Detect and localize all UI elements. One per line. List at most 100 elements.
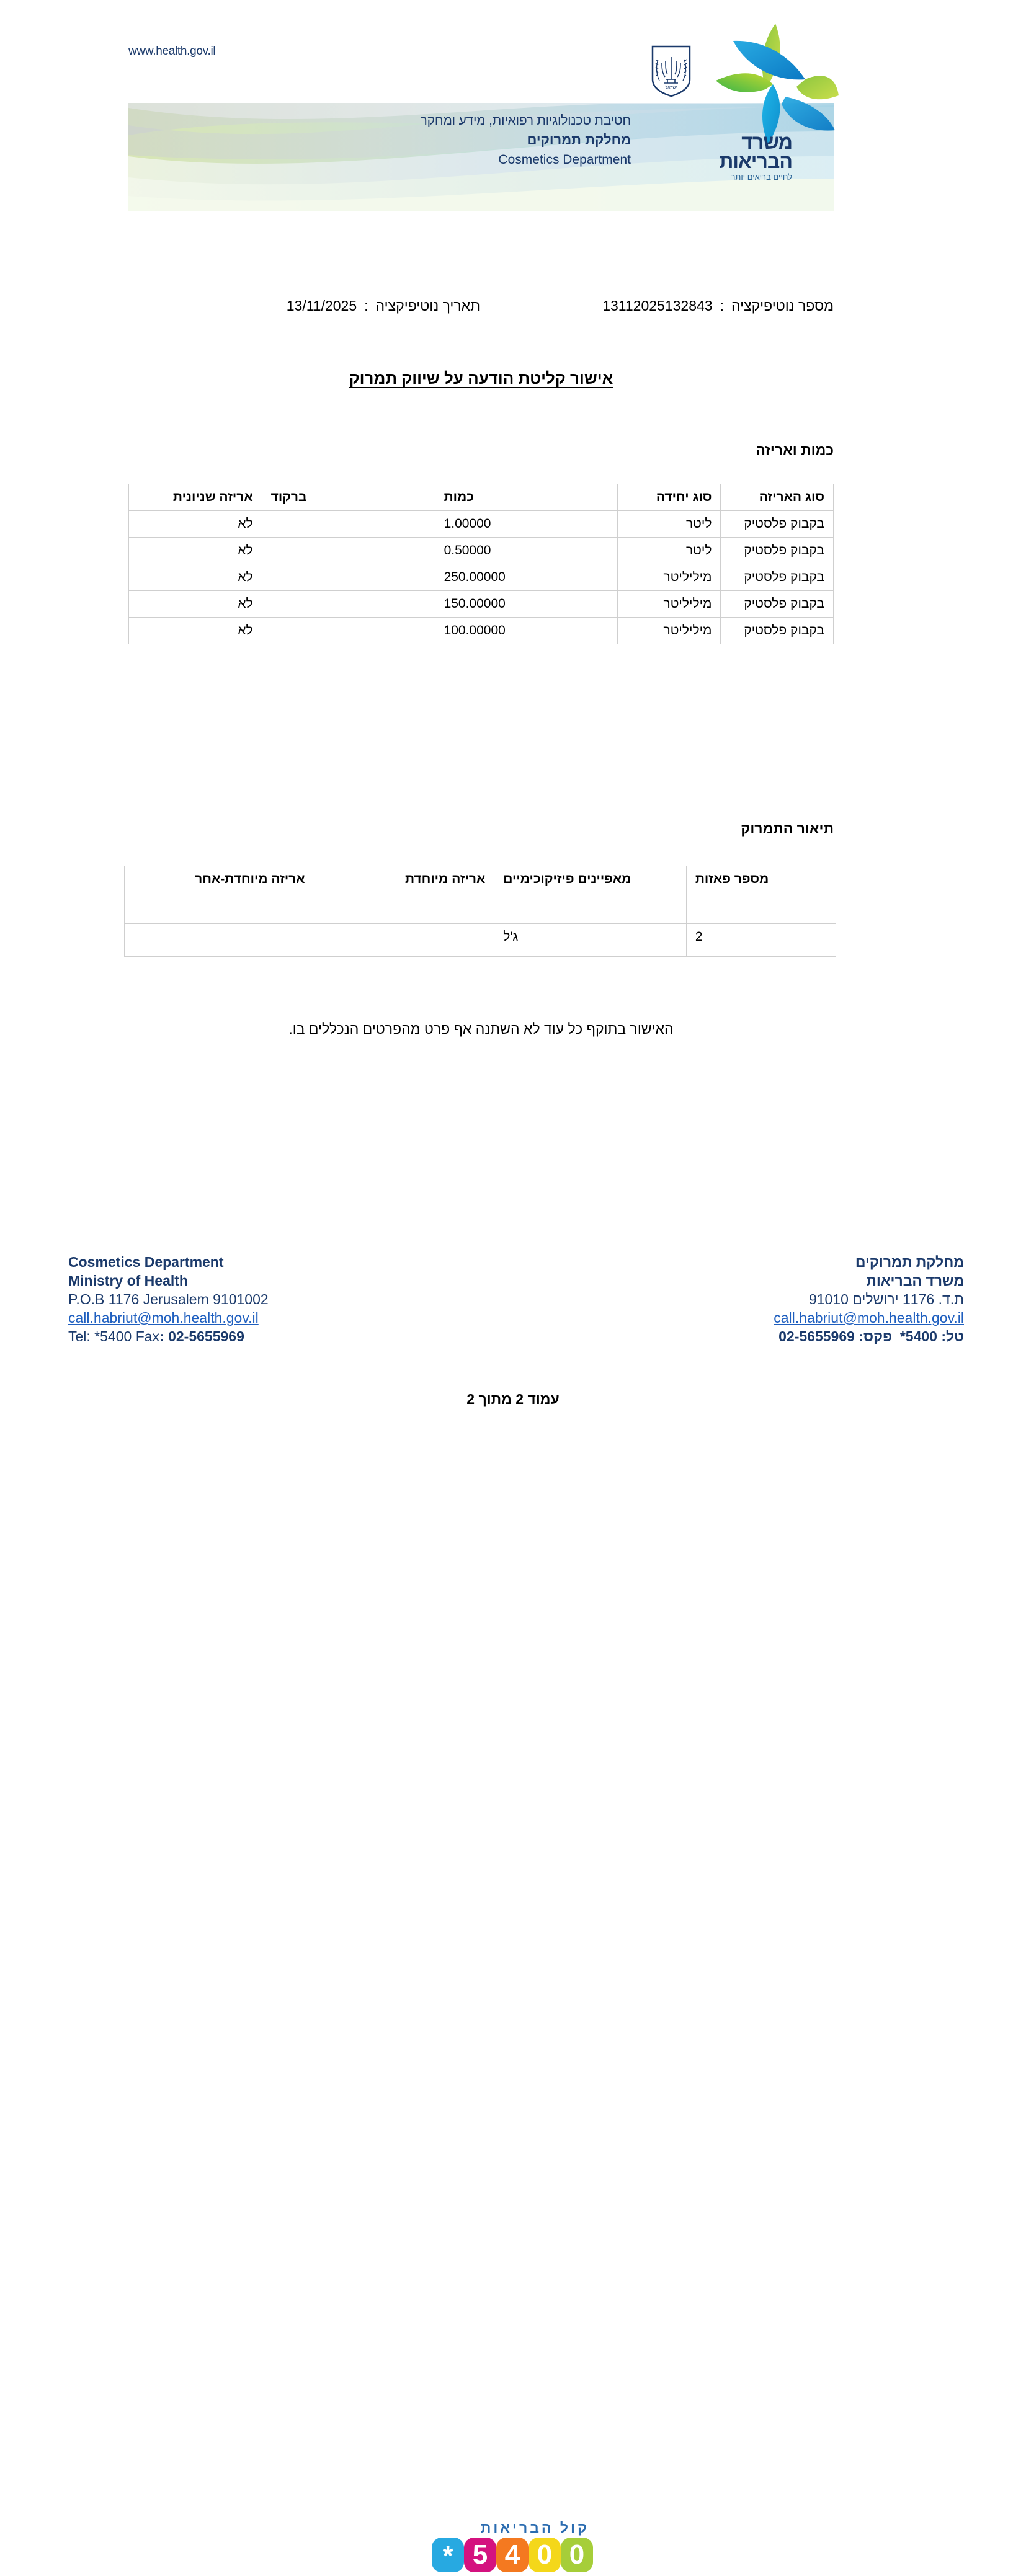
column-header-physicochemical-properties: מאפיינים פיזיקוכימיים <box>494 866 687 924</box>
svg-text:0: 0 <box>537 2539 552 2570</box>
page-title: אישור קליטת הודעה על שיווק תמרוק <box>349 369 613 388</box>
department-name-en: Cosmetics Department <box>498 153 631 167</box>
table-row: בקבוק פלסטיק מיליליטר 250.00000 לא <box>128 564 834 591</box>
page-number-footer: עמוד 2 מתוך 2 <box>466 1391 560 1407</box>
svg-text:5: 5 <box>473 2539 488 2570</box>
health-swoosh-icon <box>716 24 839 144</box>
cell-special-packaging-other <box>124 923 314 957</box>
cell-unit-type: מיליליטר <box>617 617 721 644</box>
table-row: בקבוק פלסטיק ליטר 0.50000 לא <box>128 537 834 564</box>
notification-number-label: מספר נוטיפיקציה <box>731 298 834 314</box>
section-heading-description: תיאור התמרוק <box>741 820 834 837</box>
ministry-word-line1: משרד <box>741 131 793 153</box>
section-heading-quantity: כמות ואריזה <box>756 442 834 458</box>
column-header-package-type: סוג האריזה <box>720 484 834 511</box>
cell-secondary-package: לא <box>128 510 262 538</box>
cell-unit-type: ליטר <box>617 537 721 564</box>
notification-number-colon: : <box>720 298 724 314</box>
footer-ministry-he: משרד הבריאות <box>866 1272 964 1289</box>
cosmetic-description-table: מספר פאזות מאפיינים פיזיקוכימיים אריזה מ… <box>124 866 837 957</box>
cell-barcode <box>261 617 435 644</box>
cell-secondary-package: לא <box>128 537 262 564</box>
column-header-quantity: כמות <box>434 484 618 511</box>
svg-text:0: 0 <box>569 2539 584 2570</box>
cell-barcode <box>261 510 435 538</box>
ministry-slogan: לחיים בריאים יותר <box>731 172 792 182</box>
svg-text:*: * <box>442 2541 453 2571</box>
footer-tel-label-he: טל: <box>941 1328 964 1344</box>
ministry-wordmark: משרד הבריאות לחיים בריאים יותר <box>684 131 793 183</box>
callcenter-title-text: קול הבריאות <box>481 2520 589 2536</box>
column-header-phase-count: מספר פאזות <box>685 866 837 924</box>
footer-email-link-en[interactable]: call.habriut@moh.health.gov.il <box>68 1310 259 1326</box>
website-url: www.health.gov.il <box>128 45 216 58</box>
footer-contact-english: Cosmetics Department Ministry of Health … <box>68 1253 360 1346</box>
cell-quantity: 0.50000 <box>434 537 618 564</box>
cell-package-type: בקבוק פלסטיק <box>720 590 834 618</box>
cell-secondary-package: לא <box>128 590 262 618</box>
footer-fax-value-he: 02-5655969 <box>778 1328 855 1344</box>
notification-number: מספר נוטיפיקציה:13112025132843 <box>602 298 834 314</box>
notification-date-colon: : <box>364 298 368 314</box>
footer-fax-label-he: פקס: <box>859 1328 893 1344</box>
cell-physicochemical-properties: ג'ל <box>494 923 687 957</box>
quantity-table-wrapper: סוג האריזה סוג יחידה כמות ברקוד אריזה שנ… <box>128 484 834 644</box>
quantity-table-body: בקבוק פלסטיק ליטר 1.00000 לא בקבוק פלסטי… <box>128 510 834 644</box>
cell-unit-type: מיליליטר <box>617 564 721 591</box>
footer-address-he: ת.ד. 1176 ירושלים 91010 <box>808 1291 964 1307</box>
column-header-unit-type: סוג יחידה <box>617 484 721 511</box>
cell-secondary-package: לא <box>128 564 262 591</box>
cell-phase-count: 2 <box>685 923 837 957</box>
footer-ministry-en: Ministry of Health <box>68 1272 188 1289</box>
cell-barcode <box>261 537 435 564</box>
table-row: בקבוק פלסטיק מיליליטר 150.00000 לא <box>128 590 834 618</box>
cell-quantity: 100.00000 <box>434 617 618 644</box>
footer-tel-value-he: 5400* <box>899 1328 937 1344</box>
division-name: חטיבת טכנולוגיות רפואיות, מידע ומחקר <box>420 113 631 128</box>
description-table-wrapper: מספר פאזות מאפיינים פיזיקוכימיים אריזה מ… <box>124 866 837 957</box>
cell-quantity: 1.00000 <box>434 510 618 538</box>
table-header-row: מספר פאזות מאפיינים פיזיקוכימיים אריזה מ… <box>124 866 837 924</box>
footer-department-en: Cosmetics Department <box>68 1254 224 1270</box>
cell-barcode <box>261 564 435 591</box>
footer-email-link-he[interactable]: call.habriut@moh.health.gov.il <box>774 1310 964 1326</box>
document-page: www.health.gov.il <box>0 22 1026 2572</box>
column-header-special-packaging-other: אריזה מיוחדת-אחר <box>124 866 314 924</box>
footer-phone-he: טל: 5400* פקס: 02-5655969 <box>691 1327 964 1346</box>
cell-package-type: בקבוק פלסטיק <box>720 537 834 564</box>
footer-contact-hebrew: מחלקת תמרוקים משרד הבריאות ת.ד. 1176 ירו… <box>691 1253 964 1346</box>
kol-habriut-5400-logo: קול הבריאות * 5 4 0 0 <box>432 2520 593 2572</box>
description-table-body: 2 ג'ל <box>124 923 837 957</box>
notification-date-label: תאריך נוטיפיקציה <box>375 298 480 314</box>
column-header-secondary-package: אריזה שניונית <box>128 484 262 511</box>
quantity-packaging-table: סוג האריזה סוג יחידה כמות ברקוד אריזה שנ… <box>128 484 834 644</box>
page-footer: Cosmetics Department Ministry of Health … <box>0 1253 1026 2572</box>
validity-disclaimer: האישור בתוקף כל עוד לא השתנה אף פרט מהפר… <box>288 1021 674 1037</box>
notification-date-value: 13/11/2025 <box>286 298 357 314</box>
ministry-of-health-logo: ישראל <box>633 22 839 182</box>
header-decorative-band <box>128 103 834 211</box>
footer-address-en: P.O.B 1176 Jerusalem 9101002 <box>68 1291 269 1307</box>
quantity-table-head: סוג האריזה סוג יחידה כמות ברקוד אריזה שנ… <box>128 484 834 511</box>
israel-state-emblem-icon: ישראל <box>651 45 691 97</box>
svg-text:4: 4 <box>505 2539 520 2570</box>
ministry-word-line2: הבריאות <box>719 150 793 172</box>
column-header-special-packaging: אריזה מיוחדת <box>313 866 495 924</box>
table-header-row: סוג האריזה סוג יחידה כמות ברקוד אריזה שנ… <box>128 484 834 511</box>
footer-tel-colon-en: : <box>159 1328 164 1344</box>
cell-package-type: בקבוק פלסטיק <box>720 617 834 644</box>
cell-barcode <box>261 590 435 618</box>
cell-unit-type: מיליליטר <box>617 590 721 618</box>
header-band-graphic <box>128 103 834 211</box>
cell-special-packaging <box>313 923 495 957</box>
department-name-he: מחלקת תמרוקים <box>527 132 631 148</box>
cell-package-type: בקבוק פלסטיק <box>720 510 834 538</box>
column-header-barcode: ברקוד <box>261 484 435 511</box>
table-row: בקבוק פלסטיק מיליליטר 100.00000 לא <box>128 617 834 644</box>
cell-secondary-package: לא <box>128 617 262 644</box>
cell-unit-type: ליטר <box>617 510 721 538</box>
footer-fax-number-en: 02-5655969 <box>168 1328 244 1344</box>
cell-quantity: 150.00000 <box>434 590 618 618</box>
description-table-head: מספר פאזות מאפיינים פיזיקוכימיים אריזה מ… <box>124 866 837 924</box>
notification-date: תאריך נוטיפיקציה:13/11/2025 <box>287 298 480 314</box>
